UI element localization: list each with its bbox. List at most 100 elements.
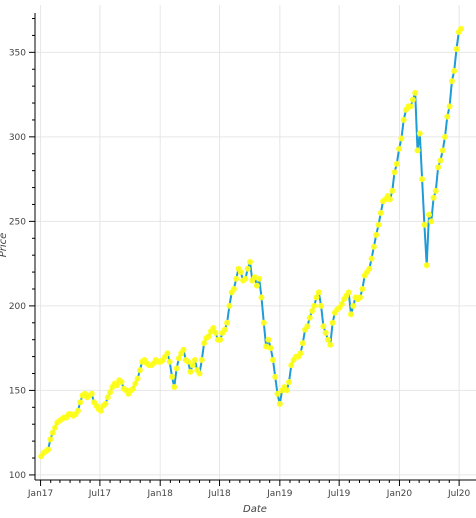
data-point <box>130 385 137 392</box>
data-point <box>265 336 272 343</box>
data-point <box>88 390 95 397</box>
data-point <box>107 389 114 396</box>
data-point <box>308 307 315 314</box>
data-point <box>370 243 377 250</box>
data-point <box>242 275 249 282</box>
data-point <box>102 400 109 407</box>
data-point <box>386 196 393 203</box>
data-point <box>45 446 52 453</box>
data-point <box>315 289 322 296</box>
data-point <box>272 373 279 380</box>
x-tick-label: Jan20 <box>386 489 413 499</box>
y-axis-label: Price <box>0 233 9 258</box>
data-point <box>414 147 421 154</box>
data-point <box>175 355 182 362</box>
data-point <box>288 362 295 369</box>
data-point <box>446 103 453 110</box>
data-point <box>451 67 458 74</box>
x-tick-label: Jan19 <box>266 489 293 499</box>
y-tick-label: 250 <box>9 217 26 227</box>
data-point <box>198 356 205 363</box>
data-point <box>233 275 240 282</box>
data-point <box>169 373 176 380</box>
data-point <box>247 258 254 265</box>
data-point <box>274 390 281 397</box>
data-point <box>244 265 251 272</box>
data-point <box>458 25 465 32</box>
y-tick-label: 100 <box>9 471 26 481</box>
data-point <box>324 336 331 343</box>
data-point <box>439 147 446 154</box>
data-point <box>132 380 139 387</box>
data-point <box>338 301 345 308</box>
data-point <box>400 116 407 123</box>
data-point <box>47 436 54 443</box>
data-point <box>320 323 327 330</box>
data-point <box>396 145 403 152</box>
y-tick-label: 350 <box>9 48 26 58</box>
data-point <box>97 407 104 414</box>
data-point <box>113 382 120 389</box>
data-point <box>118 378 125 385</box>
data-point <box>49 429 56 436</box>
data-point <box>359 285 366 292</box>
data-point <box>297 350 304 357</box>
data-point <box>180 346 187 353</box>
data-point <box>428 218 435 225</box>
data-point <box>299 340 306 347</box>
data-point <box>425 211 432 218</box>
data-point <box>306 314 313 321</box>
series-line <box>40 28 462 457</box>
data-point <box>189 362 196 369</box>
data-point <box>224 319 231 326</box>
data-point <box>171 383 178 390</box>
x-tick-label: Jul19 <box>327 489 351 499</box>
data-point <box>258 294 265 301</box>
data-point <box>322 329 329 336</box>
data-point <box>347 311 354 318</box>
data-point <box>377 209 384 216</box>
data-point <box>407 103 414 110</box>
data-point <box>217 336 224 343</box>
data-point <box>185 358 192 365</box>
y-tick-label: 300 <box>9 133 26 143</box>
data-point <box>210 324 217 331</box>
data-point <box>375 221 382 228</box>
data-point <box>304 323 311 330</box>
x-tick-label: Jul18 <box>207 489 231 499</box>
data-point <box>444 113 451 120</box>
series-marker-layer <box>38 25 465 460</box>
data-point <box>260 319 267 326</box>
x-axis-label: Date <box>243 504 267 515</box>
data-point <box>366 265 373 272</box>
data-point <box>283 387 290 394</box>
data-point <box>350 302 357 309</box>
data-point <box>196 370 203 377</box>
data-point <box>267 345 274 352</box>
data-point <box>311 302 318 309</box>
data-point <box>221 326 228 333</box>
data-point <box>432 187 439 194</box>
data-point <box>256 275 263 282</box>
data-point <box>357 294 364 301</box>
y-axis-ticks: 100 150 200 250 300 350 <box>9 18 35 481</box>
data-point <box>435 164 442 171</box>
data-point <box>437 157 444 164</box>
data-point <box>368 255 375 262</box>
data-point <box>74 407 81 414</box>
data-point <box>327 341 334 348</box>
axes <box>34 13 476 481</box>
data-point <box>423 262 430 269</box>
data-point <box>201 340 208 347</box>
data-point <box>173 365 180 372</box>
data-point <box>77 399 84 406</box>
data-point <box>393 160 400 167</box>
data-point <box>253 282 260 289</box>
data-point <box>269 356 276 363</box>
data-point <box>421 221 428 228</box>
data-point <box>453 45 460 52</box>
data-point <box>313 294 320 301</box>
x-tick-label: Jul17 <box>88 489 111 499</box>
data-point <box>389 187 396 194</box>
